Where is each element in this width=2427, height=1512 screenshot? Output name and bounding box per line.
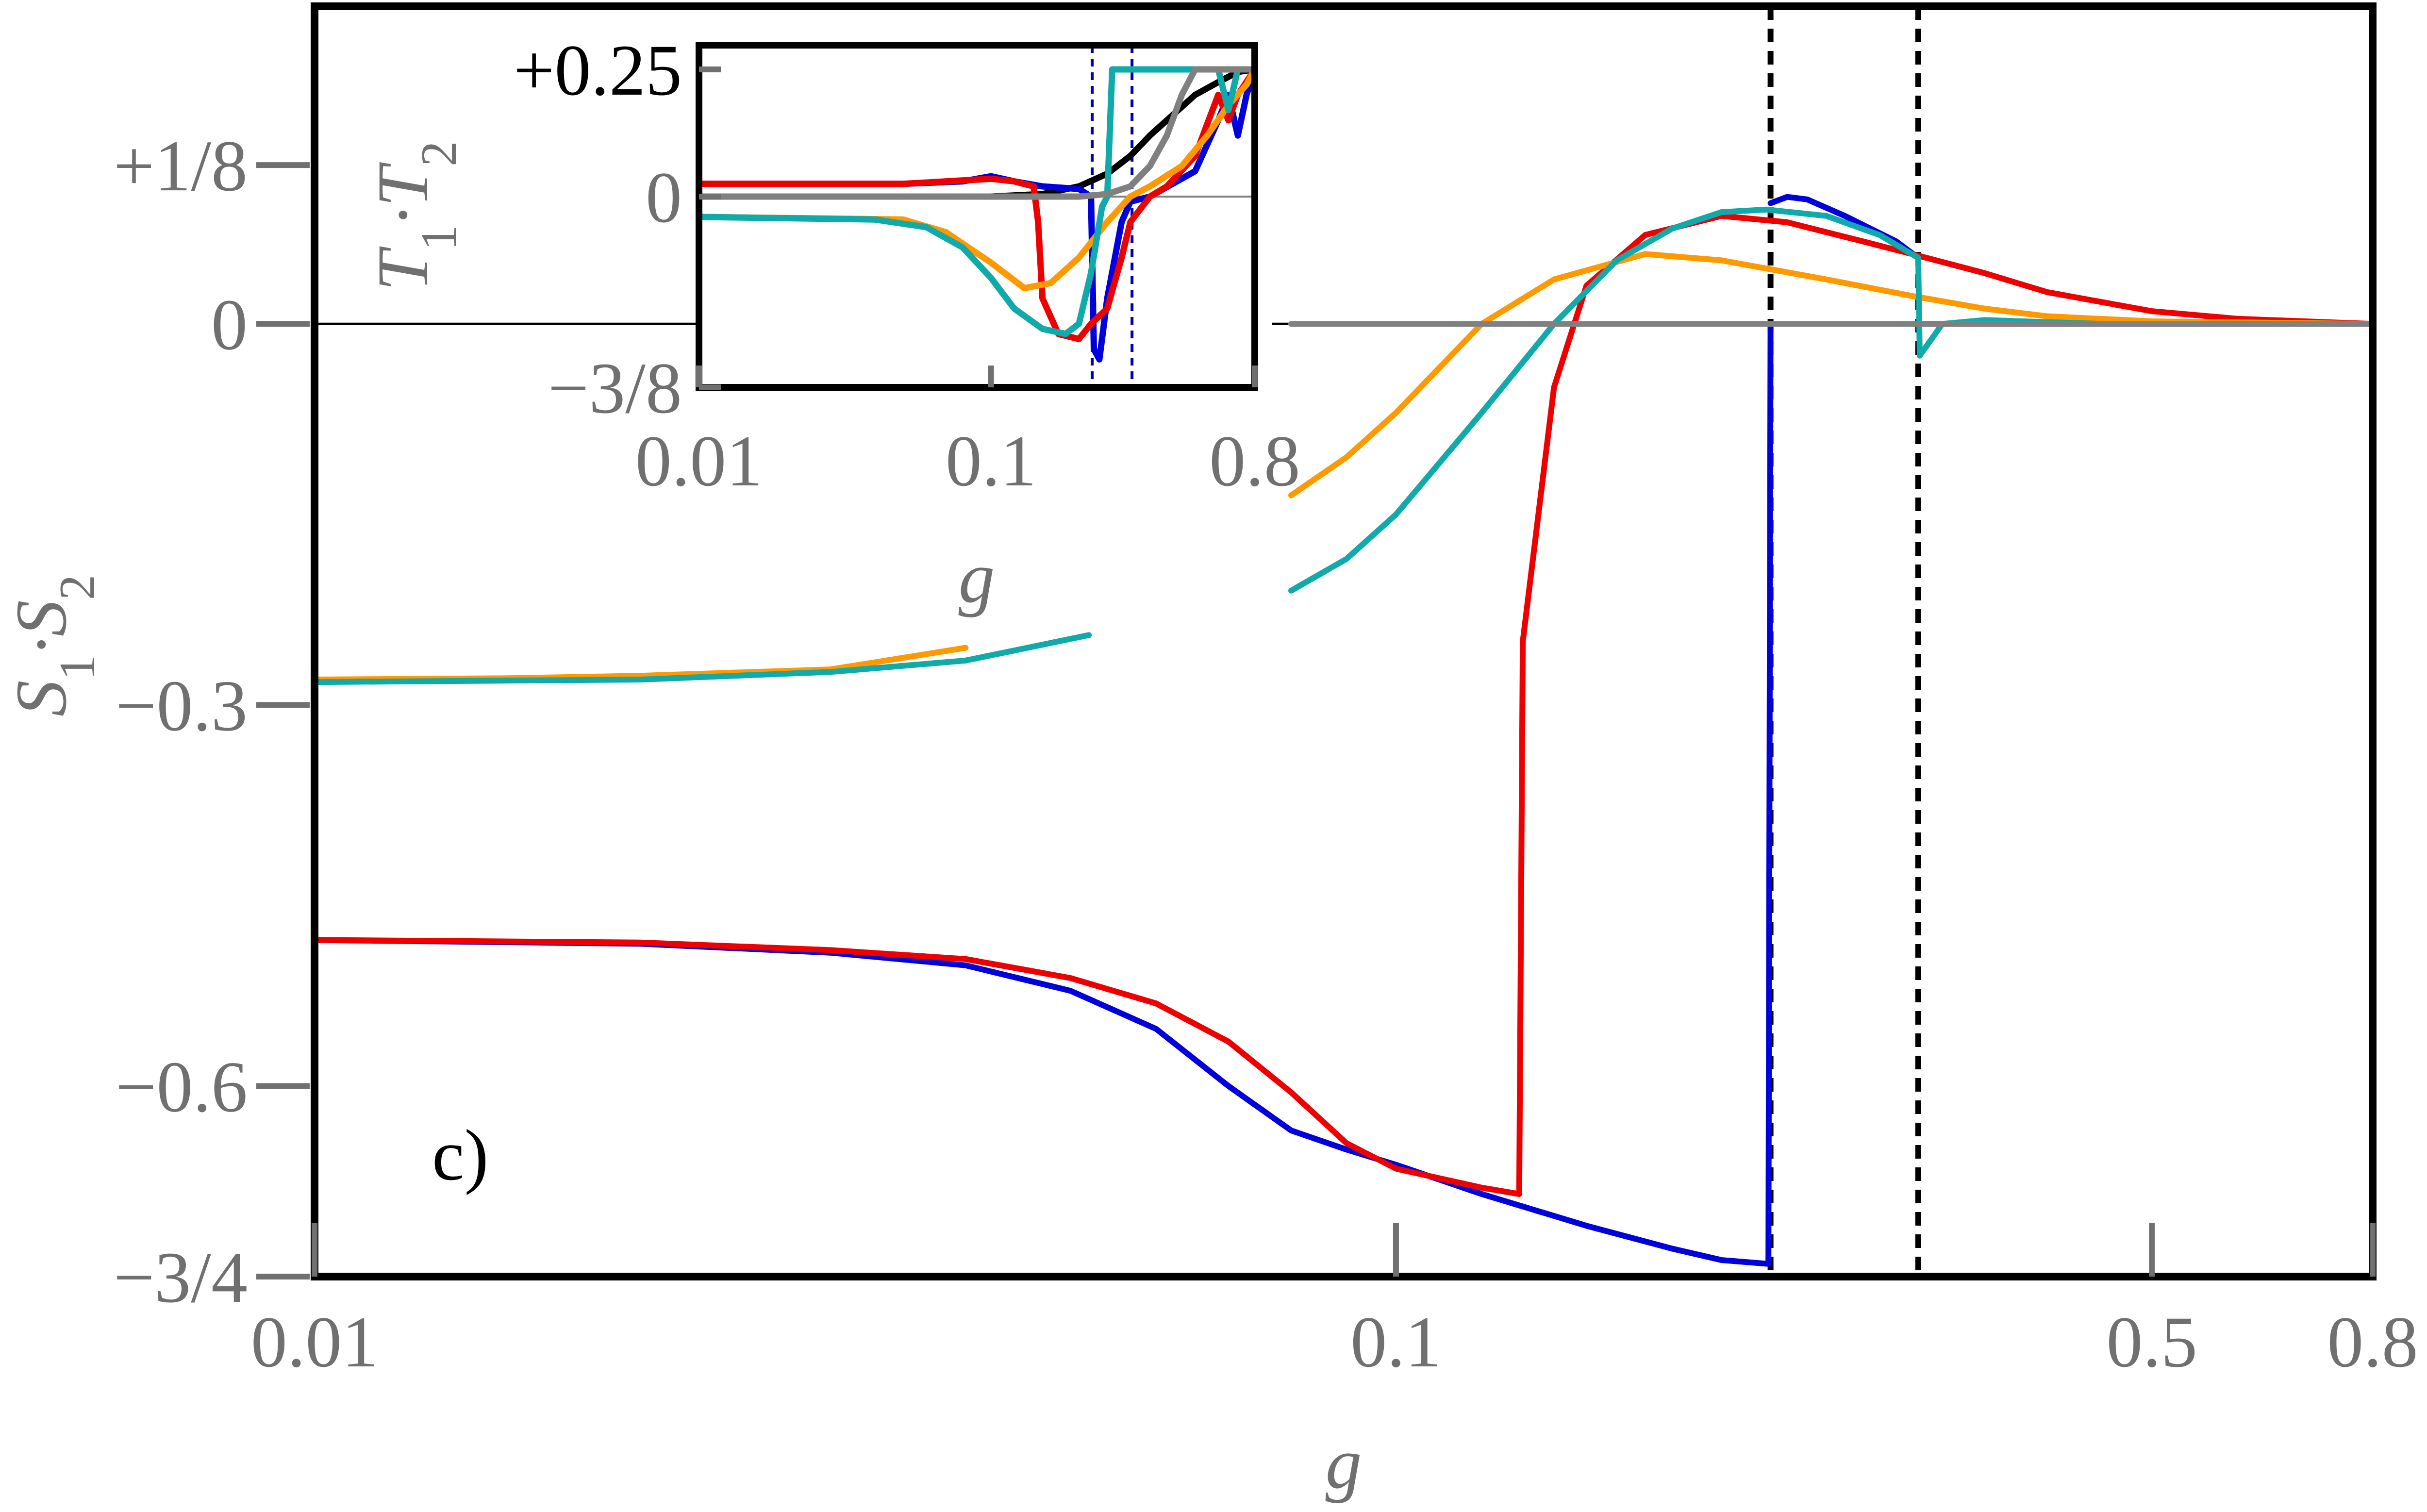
- main-y-tick-label-1: −0.6: [116, 1047, 248, 1127]
- inset-y-axis-title: T1·T2: [363, 141, 467, 291]
- inset-plot-frame: [696, 42, 1258, 391]
- inset-series-3-segment-0: [696, 66, 1258, 292]
- main-y-tick-label-2: −0.3: [116, 665, 248, 746]
- inset-series-4-segment-0: [696, 66, 1258, 337]
- main-x-tick-label-2: 0.5: [2106, 1302, 2197, 1382]
- main-y-tick-label-3: 0: [211, 284, 248, 365]
- inset-y-tick-label-1: 0: [646, 157, 682, 238]
- main-x-axis-title: g: [1326, 1423, 1362, 1504]
- main-x-tick-label-0: 0.01: [251, 1302, 379, 1382]
- inset-x-axis-title: g: [959, 537, 995, 618]
- inset-y-tick-label-0: −3/8: [548, 348, 682, 429]
- main-series-0-segment-0: [312, 937, 1772, 1267]
- main-x-tick-label-1: 0.1: [1350, 1302, 1442, 1382]
- inset-series-5-segment-0: [696, 66, 1258, 200]
- main-series-0-segment-1: [1765, 321, 1774, 1267]
- inset-series-2-segment-0: [696, 66, 1258, 342]
- main-y-axis-title: S1·S2: [1, 575, 105, 717]
- main-series-2-segment-1: [1288, 251, 2376, 498]
- main-series-1-segment-1: [1516, 638, 1526, 1197]
- main-series-1-segment-2: [1520, 213, 2376, 645]
- inset-x-tick-label-1: 0.1: [946, 421, 1037, 501]
- inset-y-tick-label-2: +0.25: [514, 30, 682, 111]
- main-y-tick-label-4: +1/8: [114, 126, 248, 206]
- main-plot-frame: [311, 2, 2377, 1280]
- main-series-1-segment-0: [312, 937, 1522, 1197]
- main-series-3-segment-0: [312, 632, 1092, 685]
- main-series-3-segment-1: [1288, 206, 1921, 594]
- inset-x-tick-label-2: 0.8: [1209, 421, 1300, 501]
- main-y-tick-label-0: −3/4: [114, 1237, 248, 1318]
- main-x-tick-label-3: 0.8: [2327, 1302, 2418, 1382]
- inset-x-tick-label-0: 0.01: [635, 421, 763, 501]
- panel-label: c): [432, 1115, 489, 1196]
